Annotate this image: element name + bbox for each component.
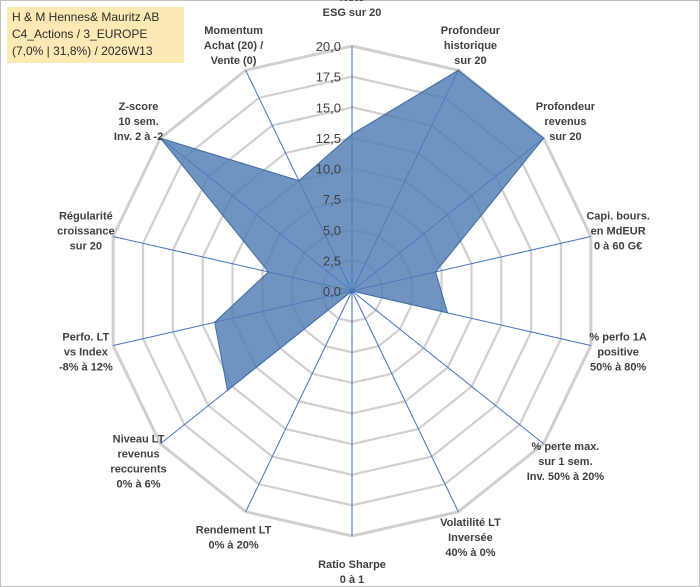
- axis-label-line: Vente (0): [211, 55, 257, 67]
- axis-label-line: Perfo. LT: [62, 332, 109, 344]
- axis-label-capi-boursiere: Capi. bours. en MdEUR 0 à 60 G€: [586, 210, 650, 252]
- axis-label-line: Capi. bours.: [586, 210, 650, 222]
- axis-label-line: Volatilité LT: [440, 517, 501, 529]
- data-point-ratio-sharpe: [351, 339, 353, 341]
- axis-label-line: 10 sem.: [118, 116, 158, 128]
- axis-label-ratio-sharpe: Ratio Sharpe 0 à 1: [318, 559, 386, 586]
- axis-label-line: en MdEUR: [591, 225, 646, 237]
- axis-label-line: 0 à 1: [340, 574, 364, 586]
- axis-label-perfo-1a: % perfo 1A positive 50% à 80%: [589, 332, 647, 374]
- axis-label-line: revenus: [117, 449, 159, 461]
- axis-label-note-esg: Note ESG sur 20: [323, 0, 382, 19]
- series-area: [159, 69, 545, 392]
- data-point-z-score: [159, 137, 162, 140]
- axis-label-rendement-lt: Rendement LT 0% à 20%: [196, 524, 272, 551]
- axis-label-regularite-croissance: Régularité croissance sur 20: [57, 210, 114, 252]
- tick-label: 20,0: [316, 39, 341, 54]
- axis-labels: Note ESG sur 20 Profondeur historique sur 20…: [57, 0, 650, 586]
- data-point-capi-boursiere: [434, 271, 437, 273]
- axis-label-line: Inversée: [448, 532, 493, 544]
- axis-label-line: Niveau LT: [113, 434, 165, 446]
- axis-label-line: Momentum: [204, 25, 263, 37]
- data-point-niveau-lt-revenus: [226, 389, 229, 392]
- axis-label-line: Inv. 50% à 20%: [527, 471, 605, 483]
- axis-label-z-score: Z-score 10 sem. Inv. 2 à -2: [114, 101, 163, 143]
- tick-label: 15,0: [316, 100, 341, 115]
- axis-label-perfo-lt-index: Perfo. LT vs Index -8% à 12%: [59, 332, 113, 374]
- title-line-2: C4_Actions / 3_EUROPE: [12, 27, 148, 41]
- axis-label-line: Profondeur: [441, 25, 501, 37]
- axis-label-line: 40% à 0%: [445, 547, 495, 559]
- tick-label: 2,5: [323, 253, 341, 268]
- axis-label-line: % perfo 1A: [589, 332, 647, 344]
- axis-label-line: reccurents: [110, 464, 166, 476]
- axis-label-line: sur 1 sem.: [538, 456, 592, 468]
- axis-label-line: sur 20: [454, 55, 486, 67]
- data-point-regularite-croissance: [267, 271, 270, 273]
- axis-label-line: 0% à 6%: [117, 479, 161, 491]
- axis-label-line: Z-score: [119, 101, 159, 113]
- data-point-perfo-lt-index: [213, 321, 216, 324]
- axis-spoke: [245, 290, 353, 512]
- axis-label-line: croissance: [57, 225, 114, 237]
- data-point-note-esg: [351, 133, 353, 135]
- axis-label-momentum: Momentum Achat (20) / Vente (0): [204, 25, 263, 67]
- axis-spoke: [351, 290, 544, 445]
- tick-label: 10,0: [316, 162, 341, 177]
- tick-label: 12,5: [316, 131, 341, 146]
- axis-label-profondeur-revenus: Profondeur revenus sur 20: [536, 101, 596, 143]
- axis-spoke: [351, 290, 459, 512]
- axis-label-line: positive: [597, 347, 639, 359]
- axis-label-line: Inv. 2 à -2: [114, 131, 163, 143]
- title-line-3: (7,0% | 31,8%) / 2026W13: [12, 44, 153, 58]
- axis-label-line: vs Index: [64, 347, 109, 359]
- axis-label-line: -8% à 12%: [59, 362, 113, 374]
- axis-label-line: % perte max.: [532, 441, 600, 453]
- axis-label-line: Profondeur: [536, 101, 596, 113]
- axis-label-volatilite-lt: Volatilité LT Inversée 40% à 0%: [440, 517, 501, 559]
- axis-label-line: Ratio Sharpe: [318, 559, 386, 571]
- axis-label-line: Achat (20) /: [204, 40, 263, 52]
- tick-label: 7,5: [323, 192, 341, 207]
- axis-label-line: sur 20: [70, 240, 102, 252]
- axis-label-niveau-lt-revenus: Niveau LT revenus reccurents 0% à 6%: [110, 434, 166, 491]
- title-line-1: H & M Hennes& Mauritz AB: [12, 10, 160, 24]
- data-point-perfo-1a: [446, 312, 449, 314]
- data-series: [159, 69, 545, 392]
- axis-label-line: 50% à 80%: [590, 362, 646, 374]
- axis-label-line: Note: [340, 0, 364, 4]
- data-point-momentum: [298, 179, 300, 182]
- axis-label-perte-max: % perte max. sur 1 sem. Inv. 50% à 20%: [527, 441, 605, 483]
- axis-label-line: 0 à 60 G€: [594, 240, 642, 252]
- tick-label: 5,0: [323, 223, 341, 238]
- data-point-rendement-lt: [351, 290, 353, 292]
- axis-label-profondeur-historique: Profondeur historique sur 20: [441, 25, 501, 67]
- tick-label: 0,0: [323, 284, 341, 299]
- axis-label-line: historique: [444, 40, 497, 52]
- axis-label-line: Régularité: [59, 210, 113, 222]
- tick-label: 17,5: [316, 70, 341, 85]
- axis-label-line: ESG sur 20: [323, 7, 382, 19]
- tick-labels: 0,0 2,5 5,0 7,5 10,0 12,5 15,0 17,5 20,0: [316, 39, 341, 299]
- axis-label-line: Rendement LT: [196, 524, 272, 536]
- axis-label-line: revenus: [544, 116, 586, 128]
- data-point-profondeur-revenus: [542, 137, 545, 140]
- chart-title: H & M Hennes& Mauritz AB C4_Actions / 3_…: [7, 7, 184, 63]
- axis-label-line: 0% à 20%: [208, 539, 258, 551]
- axis-label-line: sur 20: [549, 131, 581, 143]
- data-point-profondeur-historique: [457, 69, 460, 72]
